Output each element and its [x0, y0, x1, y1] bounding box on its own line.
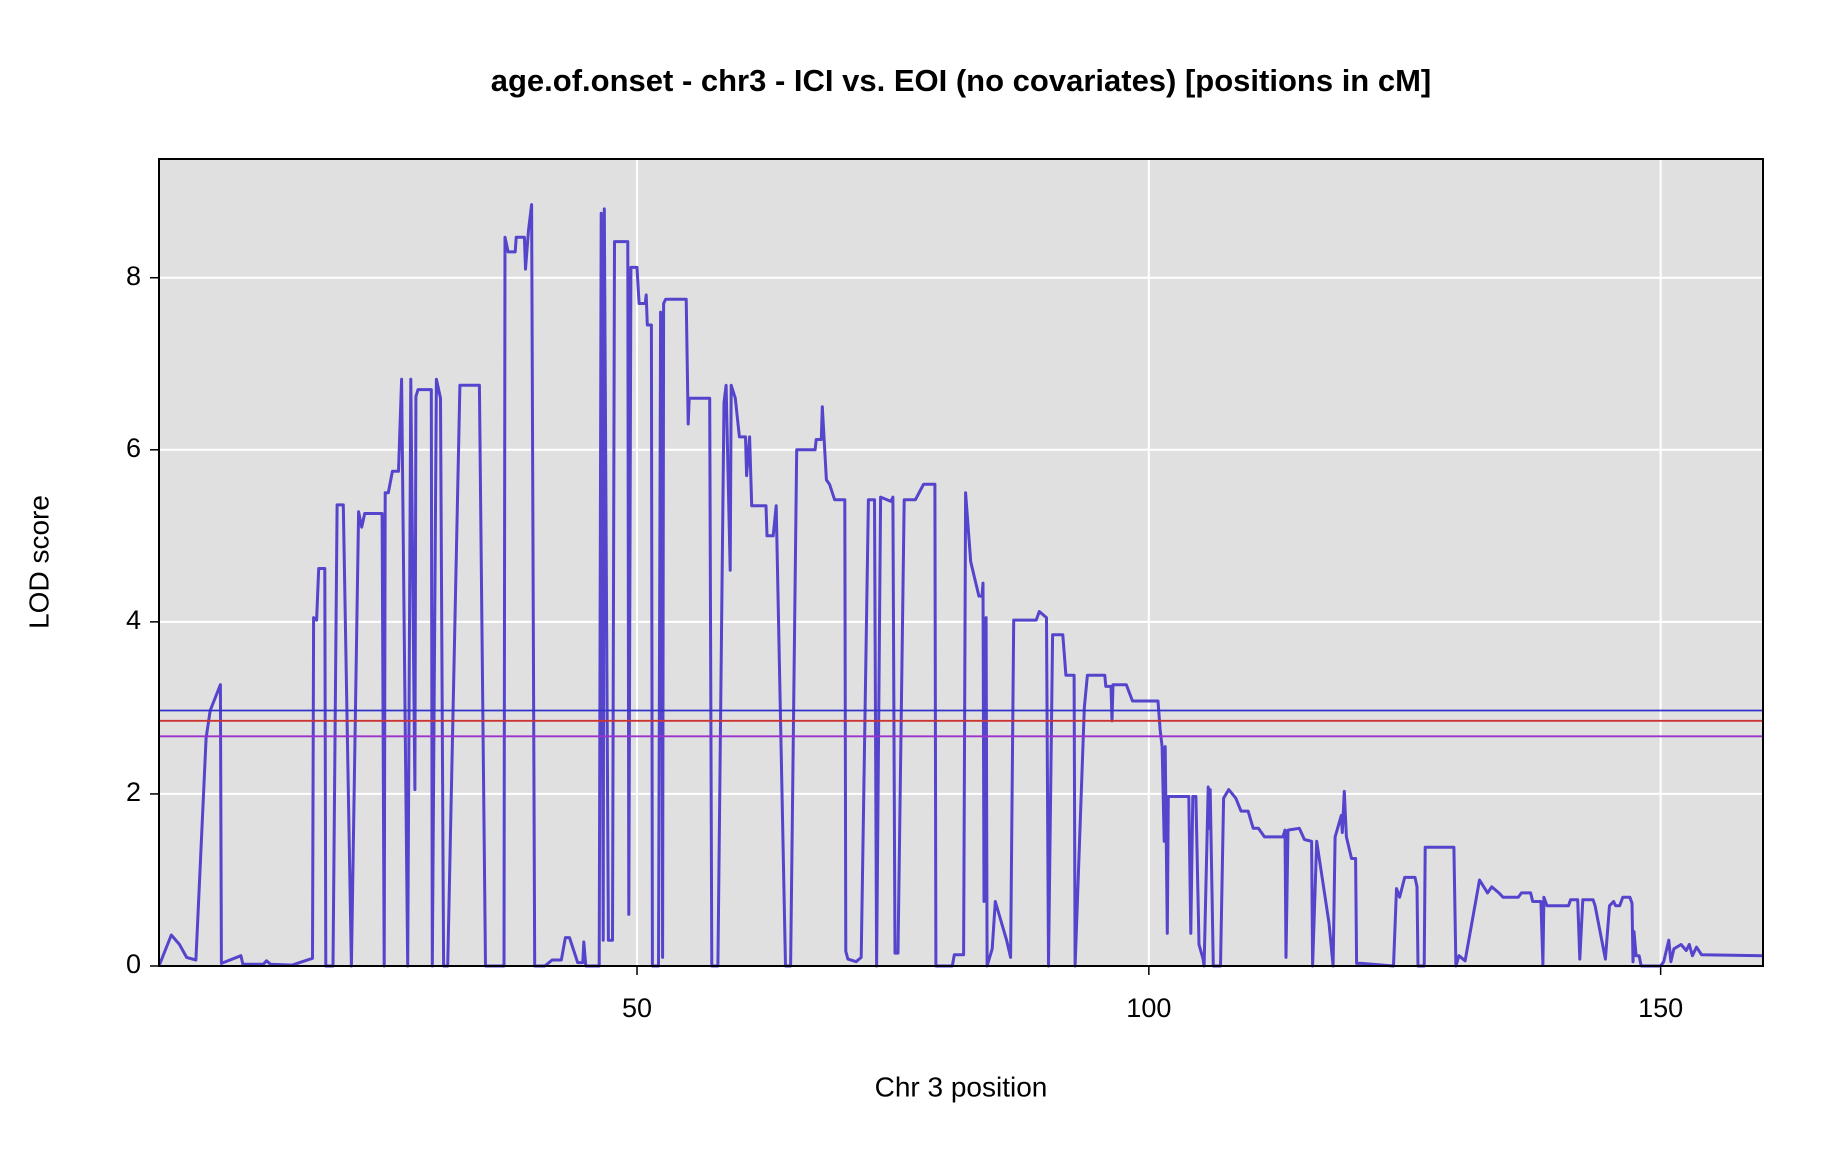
x-tick-label: 150 — [1638, 993, 1683, 1023]
x-tick-label: 50 — [622, 993, 652, 1023]
x-axis-label: Chr 3 position — [875, 1071, 1048, 1102]
plot-background — [159, 159, 1763, 966]
y-axis-label: LOD score — [23, 495, 54, 629]
x-tick-label: 100 — [1126, 993, 1171, 1023]
y-tick-label: 8 — [126, 261, 141, 291]
y-tick-label: 2 — [126, 777, 141, 807]
plot-frame — [158, 158, 1764, 967]
y-tick-label: 6 — [126, 433, 141, 463]
y-tick-label: 4 — [126, 605, 141, 635]
chart-title: age.of.onset - chr3 - ICI vs. EOI (no co… — [491, 63, 1432, 98]
y-tick-label: 0 — [126, 949, 141, 979]
